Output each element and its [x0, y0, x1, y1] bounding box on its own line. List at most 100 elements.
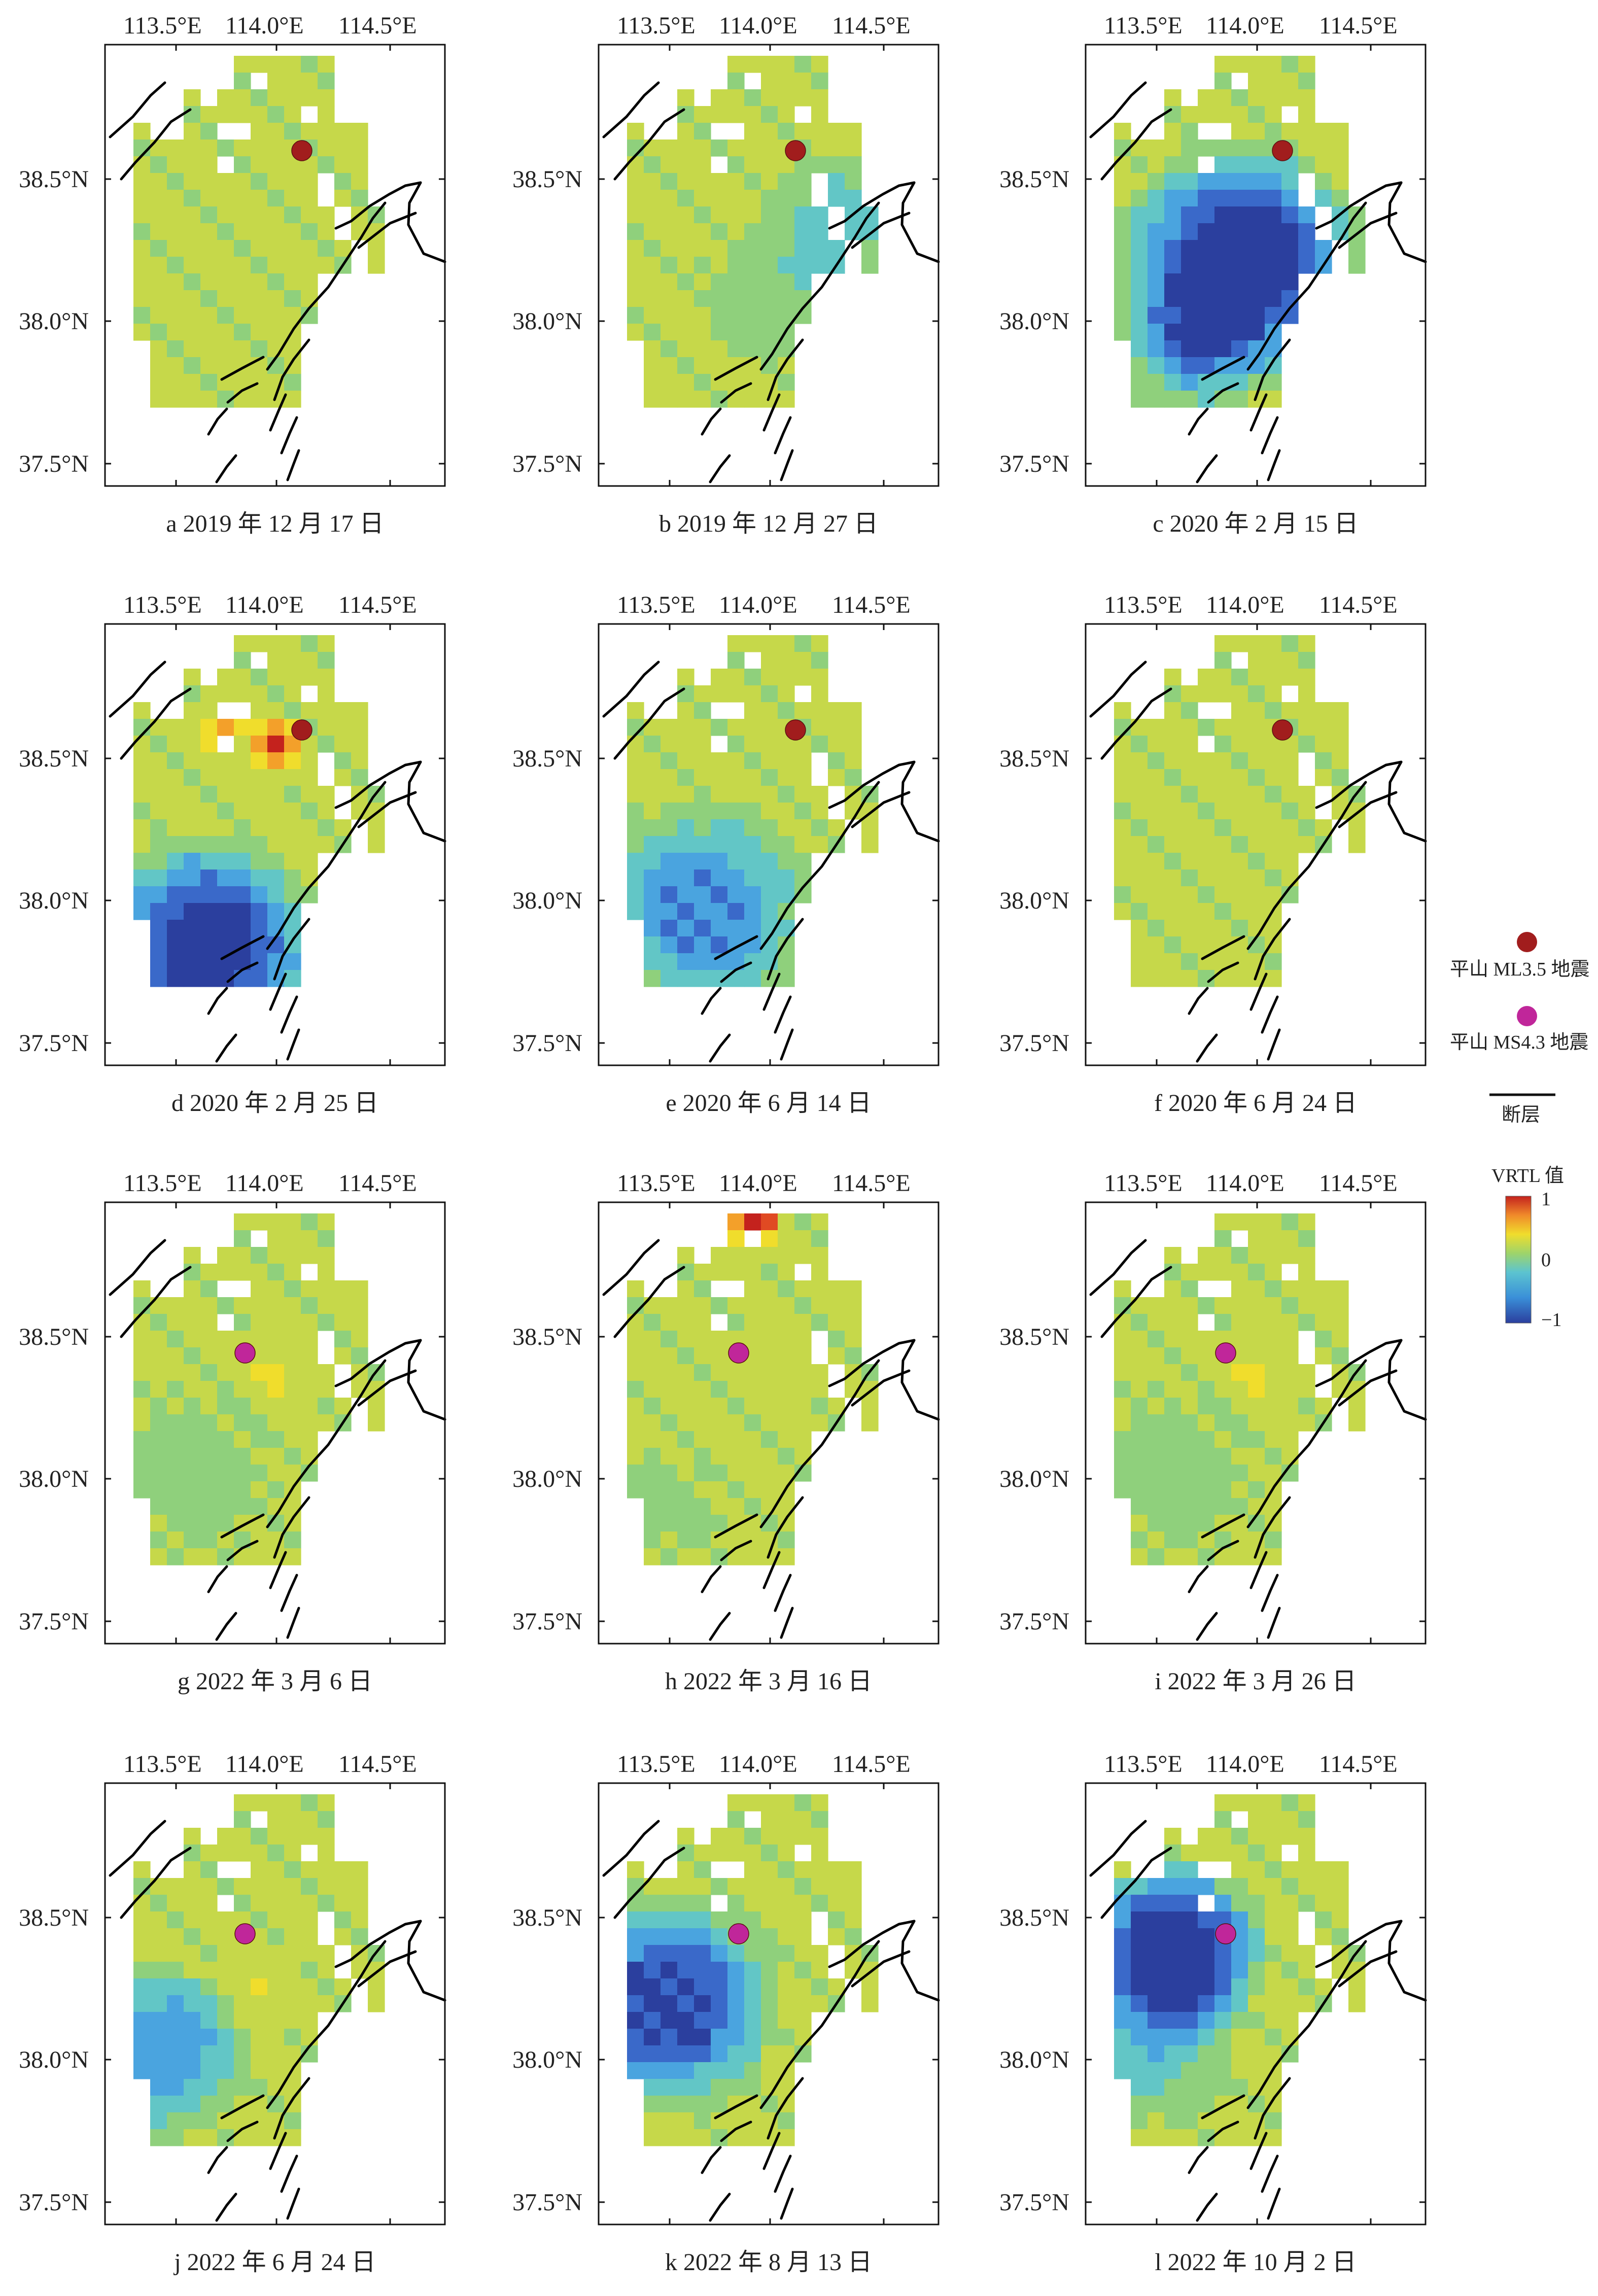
vrtl-cell [711, 2029, 728, 2046]
vrtl-cell [811, 1861, 828, 1878]
fault-line [1207, 1540, 1239, 1561]
vrtl-cell [644, 223, 661, 240]
vrtl-cell [1248, 206, 1265, 224]
vrtl-cell [301, 73, 318, 90]
vrtl-cell [861, 240, 879, 257]
vrtl-cell [1248, 1247, 1265, 1264]
vrtl-cell [318, 1995, 335, 2012]
vrtl-cell [627, 1465, 644, 1482]
vrtl-cell [794, 1945, 812, 1962]
vrtl-cell [794, 1995, 812, 2012]
vrtl-cell [234, 736, 251, 753]
vrtl-cell [845, 719, 862, 736]
vrtl-cell [794, 173, 812, 190]
vrtl-cell [1231, 719, 1248, 736]
vrtl-cell [251, 953, 268, 970]
vrtl-cell [234, 635, 251, 652]
vrtl-cell [1231, 920, 1248, 937]
colorbar-title: VRTL 值 [1491, 1165, 1564, 1187]
vrtl-cell [217, 1431, 234, 1448]
vrtl-cell [1332, 1928, 1349, 1945]
vrtl-cell [677, 206, 694, 224]
vrtl-cell [778, 1398, 795, 1415]
vrtl-cell [284, 106, 301, 123]
vrtl-cell [694, 1280, 711, 1298]
vrtl-cell [1214, 1381, 1232, 1398]
vrtl-cell [1281, 257, 1299, 274]
vrtl-cell [794, 1314, 812, 1331]
vrtl-cell [1332, 140, 1349, 157]
vrtl-cell [167, 1381, 184, 1398]
vrtl-cell [1131, 1532, 1148, 1549]
vrtl-cell [1114, 1280, 1131, 1298]
vrtl-cell [811, 56, 828, 73]
vrtl-cell [644, 1347, 661, 1365]
map-panel-a: 113.5°E 114.0°E 114.5°E38.5°N38.0°N37.5°Na… [19, 12, 446, 537]
vrtl-cell [133, 1280, 151, 1298]
vrtl-cell [200, 223, 218, 240]
vrtl-cell [1214, 903, 1232, 920]
ms-quake-legend-marker [1517, 1006, 1537, 1026]
vrtl-cell [711, 886, 728, 903]
vrtl-cell [744, 1431, 761, 1448]
vrtl-cell [1265, 970, 1282, 987]
vrtl-cell [627, 886, 644, 903]
vrtl-cell [1148, 1928, 1165, 1945]
vrtl-cell [200, 307, 218, 324]
vrtl-cell [644, 752, 661, 770]
vrtl-cell [301, 2012, 318, 2029]
vrtl-cell [200, 273, 218, 291]
vrtl-cell [761, 869, 778, 887]
vrtl-cell [694, 2096, 711, 2113]
vrtl-cell [711, 669, 728, 686]
vrtl-cell [1298, 1861, 1315, 1878]
vrtl-cell [284, 391, 301, 408]
vrtl-cell [1131, 140, 1148, 157]
vrtl-cell [711, 173, 728, 190]
vrtl-cell [318, 1280, 335, 1298]
vrtl-cell [1231, 836, 1248, 853]
vrtl-cell [661, 290, 678, 307]
vrtl-cell [744, 1264, 761, 1281]
vrtl-cell [1164, 340, 1182, 358]
vrtl-cell [1148, 173, 1165, 190]
fault-line [767, 338, 804, 401]
vrtl-cell [1315, 1314, 1332, 1331]
vrtl-cell [811, 206, 828, 224]
vrtl-cell [301, 1414, 318, 1432]
vrtl-cell [351, 752, 368, 770]
vrtl-cell [627, 2062, 644, 2079]
vrtl-cell [677, 1845, 694, 1862]
vrtl-cell [1348, 240, 1366, 257]
vrtl-cell [1198, 240, 1215, 257]
fault-line [273, 2077, 310, 2140]
vrtl-cell [184, 1465, 201, 1482]
vrtl-cell [234, 1995, 251, 2012]
vrtl-cell [828, 156, 845, 173]
vrtl-cell [828, 1314, 845, 1331]
vrtl-cell [1214, 819, 1232, 837]
vrtl-cell [1164, 106, 1182, 123]
vrtl-cell [661, 920, 678, 937]
vrtl-cell [694, 1945, 711, 1962]
vrtl-cell [677, 936, 694, 954]
vrtl-cell [1164, 2029, 1182, 2046]
vrtl-cell [251, 257, 268, 274]
vrtl-cell [761, 836, 778, 853]
vrtl-cell [1248, 853, 1265, 870]
vrtl-cell [1148, 836, 1165, 853]
vrtl-cell [861, 1398, 879, 1415]
vrtl-cell [1198, 1945, 1215, 1962]
vrtl-cell [1148, 273, 1165, 291]
vrtl-cell [267, 803, 285, 820]
vrtl-cell [251, 2029, 268, 2046]
vrtl-cell [794, 803, 812, 820]
vrtl-cell [1214, 1481, 1232, 1499]
fault-line [280, 995, 298, 1034]
fault-line [1261, 1574, 1279, 1612]
vrtl-cell [284, 1548, 301, 1566]
vrtl-cell [661, 1895, 678, 1912]
vrtl-cell [301, 1314, 318, 1331]
vrtl-cell [1265, 206, 1282, 224]
vrtl-cell [251, 374, 268, 391]
